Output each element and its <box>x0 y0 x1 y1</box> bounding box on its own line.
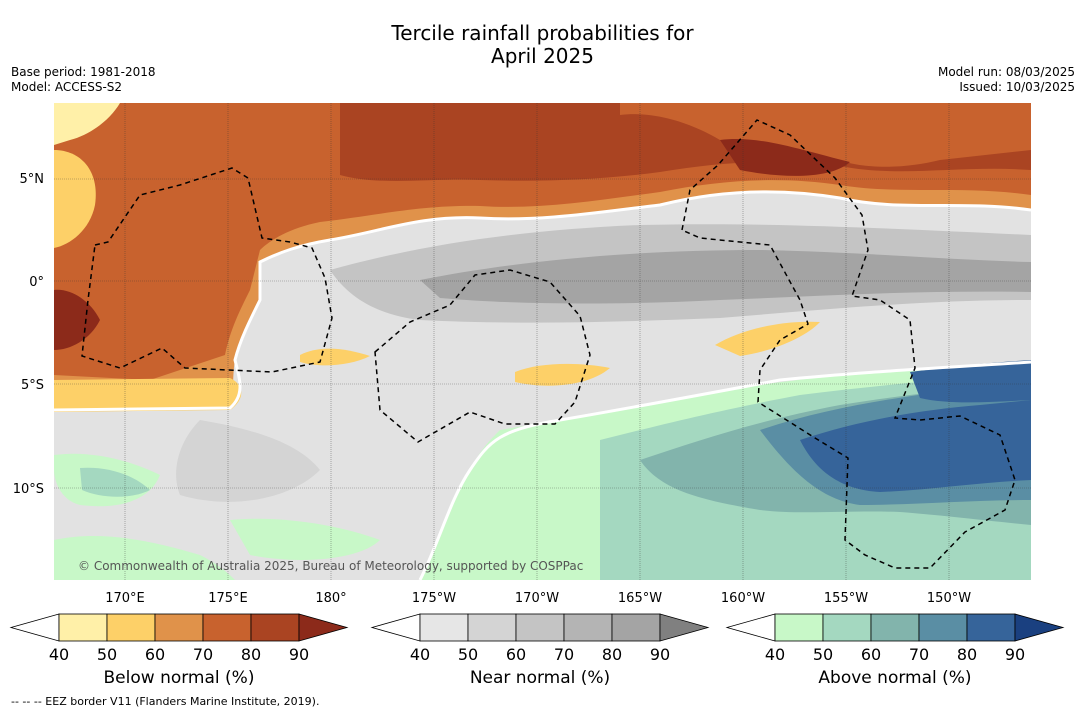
colorbar-near-segment <box>563 613 613 642</box>
colorbar-label-below: Below normal (%) <box>103 668 255 688</box>
colorbar-below-under-triangle <box>9 613 60 642</box>
issued-date: Issued: 10/03/2025 <box>959 80 1075 94</box>
colorbar-above-segment <box>966 613 1016 642</box>
colorbar-below-over-triangle <box>298 613 349 642</box>
lat-label-5s: 5°S <box>21 378 44 393</box>
colorbar-above-tick: 90 <box>1005 645 1025 664</box>
meta-right: Model run: 08/03/2025 Issued: 10/03/2025 <box>938 65 1075 95</box>
lon-label-175e: 175°E <box>208 591 248 606</box>
colorbar-near-tick: 70 <box>554 645 574 664</box>
colorbar-below-tick: 70 <box>193 645 213 664</box>
colorbar-below-tick: 50 <box>97 645 117 664</box>
colorbar-above-tick: 50 <box>813 645 833 664</box>
lat-label-10s: 10°S <box>13 482 44 497</box>
colorbars: 40 50 60 70 80 90 40 50 60 70 80 90 40 50 60 70 80 90 <box>9 613 1065 664</box>
model-name: Model: ACCESS-S2 <box>11 80 123 94</box>
colorbar-above-segment <box>870 613 920 642</box>
lat-label-0: 0° <box>29 275 44 290</box>
colorbar-above-tick: 80 <box>957 645 977 664</box>
colorbar-near-segment <box>515 613 565 642</box>
colorbar-near-over-triangle <box>659 613 710 642</box>
colorbar-above-under-triangle <box>725 613 776 642</box>
lat-label-5n: 5°N <box>20 172 45 187</box>
lon-label-175w: 175°W <box>412 591 456 606</box>
map-canvas: © Commonwealth of Australia 2025, Bureau… <box>9 103 1065 664</box>
colorbar-near-tick: 40 <box>410 645 430 664</box>
colorbar-label-near: Near normal (%) <box>469 668 611 688</box>
colorbar-near-segment <box>467 613 517 642</box>
rainfall-probability-field: © Commonwealth of Australia 2025, Bureau… <box>54 103 1031 580</box>
lon-label-180: 180° <box>315 591 346 606</box>
model-run: Model run: 08/03/2025 <box>937 65 1075 79</box>
colorbar-below-tick: 60 <box>145 645 165 664</box>
colorbar-near-tick: 50 <box>458 645 478 664</box>
colorbar-near-under-triangle <box>370 613 421 642</box>
colorbar-near-segment <box>611 613 661 642</box>
colorbar-below-tick: 90 <box>289 645 309 664</box>
lon-label-155w: 155°W <box>824 591 868 606</box>
colorbar-above-segment <box>918 613 968 642</box>
lon-label-150w: 150°W <box>927 591 971 606</box>
colorbar-below-segment <box>250 613 300 642</box>
colorbar-near-tick: 80 <box>602 645 622 664</box>
map-title: Tercile rainfall probabilities for April… <box>0 22 1085 68</box>
colorbar-below-tick: 40 <box>49 645 69 664</box>
colorbar-near-tick: 60 <box>506 645 526 664</box>
lon-label-165w: 165°W <box>618 591 662 606</box>
colorbar-near-segment <box>419 613 469 642</box>
colorbar-above-tick: 70 <box>909 645 929 664</box>
colorbar-below-segment <box>58 613 108 642</box>
colorbar-below-segment <box>202 613 252 642</box>
colorbar-above-segment <box>774 613 824 642</box>
meta-left: Base period: 1981-2018 Model: ACCESS-S2 <box>11 65 156 95</box>
base-period: Base period: 1981-2018 <box>11 65 156 79</box>
colorbar-label-above: Above normal (%) <box>818 668 972 688</box>
colorbar-above-tick: 60 <box>861 645 881 664</box>
colorbar-below-segment <box>106 613 156 642</box>
eez-footnote: -- -- -- EEZ border V11 (Flanders Marine… <box>11 695 320 708</box>
copyright-text: © Commonwealth of Australia 2025, Bureau… <box>78 559 583 573</box>
colorbar-near-tick: 90 <box>650 645 670 664</box>
lon-label-160w: 160°W <box>721 591 765 606</box>
title-line-2: April 2025 <box>491 44 594 68</box>
lon-label-170w: 170°W <box>515 591 559 606</box>
title-line-1: Tercile rainfall probabilities for <box>391 21 694 45</box>
eez-borders <box>81 119 1016 569</box>
colorbar-below-tick: 80 <box>241 645 261 664</box>
lon-label-170e: 170°E <box>105 591 145 606</box>
colorbar-above-tick: 40 <box>765 645 785 664</box>
colorbar-above-over-triangle <box>1014 613 1065 642</box>
colorbar-below-segment <box>154 613 204 642</box>
colorbar-above-segment <box>822 613 872 642</box>
